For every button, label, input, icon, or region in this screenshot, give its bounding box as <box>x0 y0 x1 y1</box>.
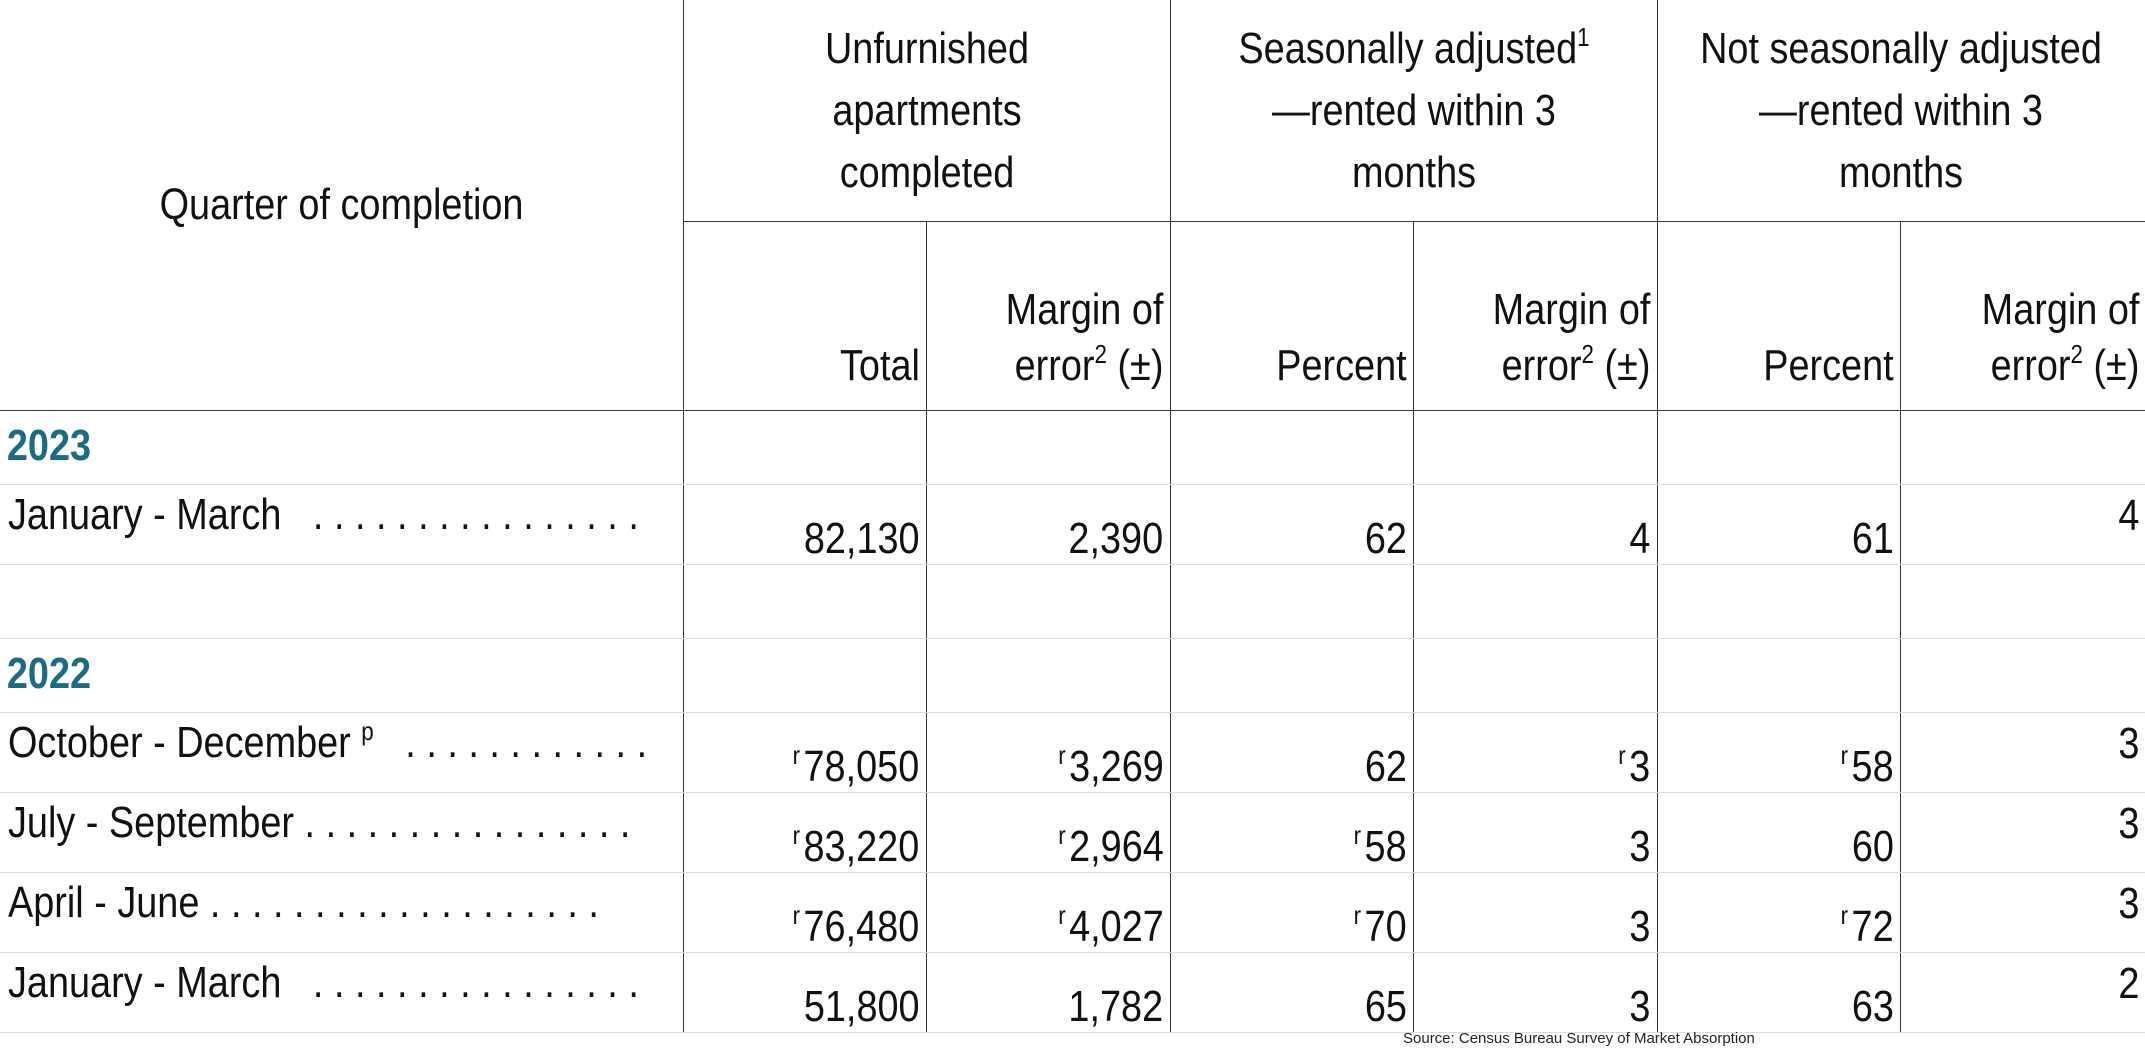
revised-marker: r <box>792 820 801 850</box>
sa-percent-cell: 65 <box>1169 952 1414 1033</box>
quarter-label: July - September . . . . . . . . . . . .… <box>8 798 631 847</box>
revised-marker: r <box>1840 900 1848 930</box>
quarter-label: April - June . . . . . . . . . . . . . .… <box>8 878 599 927</box>
moe-cell: 2,390 <box>925 484 1171 565</box>
nsa-moe-cell: 3 <box>1899 792 2145 873</box>
revised-marker: r <box>1840 740 1848 770</box>
unfurnished-header-label: Unfurnished apartments completed <box>824 23 1029 197</box>
nsa-moe-cell: 3 <box>1899 872 2145 953</box>
moe-column-header-1: Margin of error2 (±) <box>925 221 1171 411</box>
moe-column-header-3: Margin of error2 (±) <box>1899 221 2145 411</box>
moe-cell: r2,964 <box>925 792 1171 873</box>
absorption-table: Quarter of completion Unfurnished apartm… <box>0 0 2145 1033</box>
sa-percent-header: Percent <box>1276 341 1407 390</box>
table-row: April - June . . . . . . . . . . . . . .… <box>0 872 2145 953</box>
seasonally-adjusted-group-header: Seasonally adjusted1 —rented within 3 mon… <box>1169 0 1658 222</box>
sa-percent-cell: r70 <box>1169 872 1414 953</box>
moe-cell: 1,782 <box>925 952 1171 1033</box>
revised-marker: r <box>1353 900 1361 930</box>
sa-percent-cell: 62 <box>1169 712 1414 793</box>
moe-column-header-2: Margin of error2 (±) <box>1412 221 1658 411</box>
preliminary-marker: p <box>361 716 374 746</box>
total-header: Total <box>839 341 920 390</box>
quarter-label: January - March . . . . . . . . . . . . … <box>8 490 639 539</box>
quarter-cell: July - September . . . . . . . . . . . .… <box>0 792 684 873</box>
year-cell: 2023 <box>0 410 684 485</box>
nsa-moe-cell: 4 <box>1899 484 2145 565</box>
seasonally-adjusted-label: Seasonally adjusted1 —rented within 3 mon… <box>1233 18 1594 204</box>
nsa-percent-cell: r72 <box>1656 872 1901 953</box>
revised-marker: r <box>1057 820 1066 850</box>
sa-moe-cell: 4 <box>1412 484 1658 565</box>
year-row: 2023 <box>0 410 2145 485</box>
quarter-header-cell: Quarter of completion <box>0 0 684 411</box>
revised-marker: r <box>1057 740 1066 770</box>
total-cell: r83,220 <box>682 792 927 873</box>
total-cell: r78,050 <box>682 712 927 793</box>
quarter-cell: April - June . . . . . . . . . . . . . .… <box>0 872 684 953</box>
not-seasonally-adjusted-group-header: Not seasonally adjusted—rented within 3 … <box>1656 0 2145 222</box>
nsa-percent-cell: 60 <box>1656 792 1901 873</box>
total-column-header: Total <box>682 221 927 411</box>
revised-marker: r <box>792 900 801 930</box>
moe-header-1: Margin of error2 (±) <box>1005 285 1164 390</box>
revised-marker: r <box>1618 740 1627 770</box>
table-row: July - September . . . . . . . . . . . .… <box>0 792 2145 873</box>
quarter-cell: October - December p . . . . . . . . . .… <box>0 712 684 793</box>
source-note: Source: Census Bureau Survey of Market A… <box>1403 1030 1755 1047</box>
moe-header-2: Margin of error2 (±) <box>1492 285 1651 390</box>
total-cell: 82,130 <box>682 484 927 565</box>
year-label: 2022 <box>6 648 92 698</box>
table-row: October - December p . . . . . . . . . .… <box>0 712 2145 793</box>
quarter-label: October - December p . . . . . . . . . .… <box>8 716 648 767</box>
not-seasonally-adjusted-label: Not seasonally adjusted—rented within 3 … <box>1700 23 2103 197</box>
sa-moe-cell: r3 <box>1412 712 1658 793</box>
unfurnished-group-header: Unfurnished apartments completed <box>682 0 1171 222</box>
year-label: 2023 <box>6 420 92 470</box>
sa-label-pre: Seasonally adjusted <box>1237 23 1577 73</box>
nsa-percent-cell: 61 <box>1656 484 1901 565</box>
nsa-moe-cell: 3 <box>1899 712 2145 793</box>
sa-moe-cell: 3 <box>1412 792 1658 873</box>
nsa-percent-cell: r58 <box>1656 712 1901 793</box>
quarter-header: Quarter of completion <box>159 180 524 229</box>
sa-moe-cell: 3 <box>1412 952 1658 1033</box>
quarter-cell: January - March . . . . . . . . . . . . … <box>0 952 684 1033</box>
moe-header-3: Margin of error2 (±) <box>1981 285 2139 390</box>
nsa-percent-cell: 63 <box>1656 952 1901 1033</box>
nsa-percent-column-header: Percent <box>1656 221 1901 411</box>
quarter-cell: January - March . . . . . . . . . . . . … <box>0 484 684 565</box>
revised-marker: r <box>1057 900 1066 930</box>
revised-marker: r <box>792 740 801 770</box>
quarter-label: January - March . . . . . . . . . . . . … <box>8 958 639 1007</box>
moe-cell: r3,269 <box>925 712 1171 793</box>
total-cell: 51,800 <box>682 952 927 1033</box>
year-cell: 2022 <box>0 638 684 713</box>
table-row: January - March . . . . . . . . . . . . … <box>0 952 2145 1033</box>
nsa-moe-cell: 2 <box>1899 952 2145 1033</box>
sa-percent-cell: r58 <box>1169 792 1414 873</box>
table-row: January - March . . . . . . . . . . . . … <box>0 484 2145 565</box>
footnote-1-marker: 1 <box>1576 21 1590 52</box>
moe-cell: r4,027 <box>925 872 1171 953</box>
nsa-percent-header: Percent <box>1763 341 1894 390</box>
sa-percent-column-header: Percent <box>1169 221 1414 411</box>
sa-percent-cell: 62 <box>1169 484 1414 565</box>
sa-moe-cell: 3 <box>1412 872 1658 953</box>
absorption-table-container: Quarter of completion Unfurnished apartm… <box>0 0 2145 1033</box>
sa-label-post: —rented within 3 months <box>1271 85 1556 197</box>
year-row: 2022 <box>0 638 2145 713</box>
total-cell: r76,480 <box>682 872 927 953</box>
revised-marker: r <box>1353 820 1361 850</box>
spacer-row <box>0 564 2145 639</box>
